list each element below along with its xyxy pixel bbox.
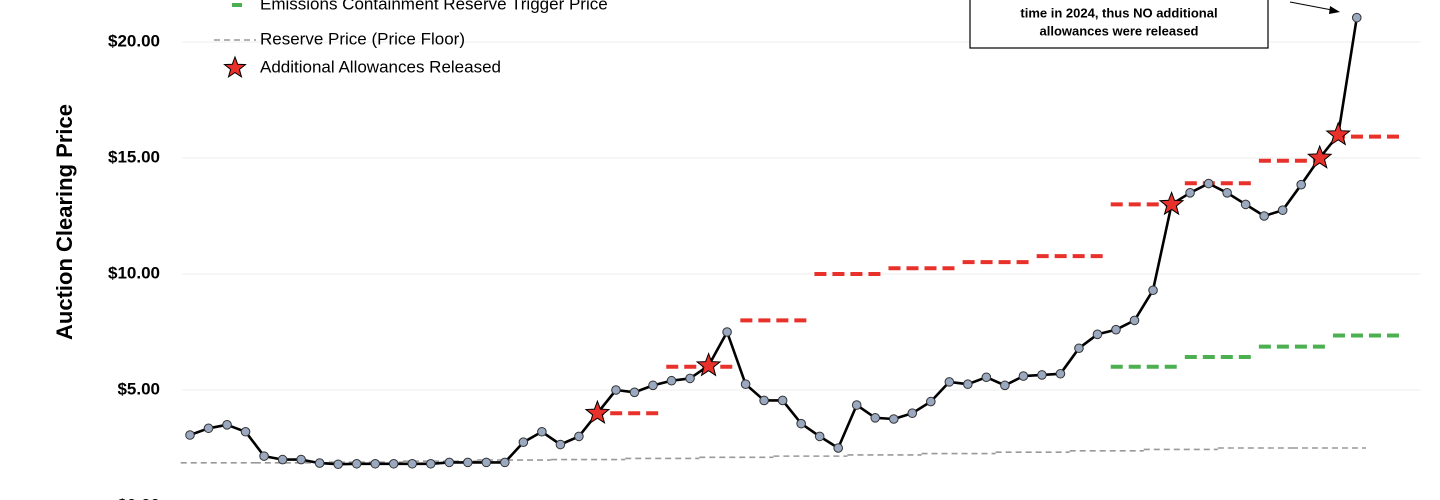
- release-star: [1306, 144, 1333, 169]
- price-point: [574, 431, 584, 442]
- release-star: [1158, 190, 1185, 216]
- y-tick-label: $15.00: [108, 147, 160, 166]
- price-point: [1000, 380, 1010, 391]
- price-point: [1185, 188, 1195, 198]
- annotation-arrowhead: [1329, 6, 1340, 14]
- price-point: [259, 451, 269, 461]
- price-point: [277, 454, 288, 465]
- y-tick-label: $10.00: [108, 263, 160, 282]
- price-point: [463, 457, 473, 468]
- y-tick-label: $20.00: [108, 31, 160, 50]
- price-point: [1111, 324, 1121, 335]
- price-point: [1203, 178, 1214, 189]
- release-star: [584, 399, 611, 425]
- release-star: [1325, 121, 1352, 146]
- price-point: [518, 437, 529, 448]
- price-point: [1092, 329, 1103, 340]
- price-point: [981, 372, 992, 383]
- price-point: [222, 420, 232, 430]
- price-point: [1222, 188, 1232, 198]
- price-point: [1240, 199, 1251, 210]
- price-point: [1037, 370, 1047, 380]
- price-point: [777, 395, 788, 406]
- price-point: [444, 457, 455, 468]
- price-point: [870, 413, 881, 423]
- price-point: [833, 443, 844, 453]
- price-point: [926, 396, 936, 407]
- price-point: [1259, 211, 1269, 221]
- legend-label: Emissions Containment Reserve Trigger Pr…: [260, 0, 608, 13]
- price-point: [351, 458, 362, 469]
- price-point: [629, 387, 640, 398]
- price-point: [740, 379, 751, 390]
- price-point: [888, 414, 899, 424]
- price-point: [1055, 368, 1066, 379]
- price-point: [722, 327, 732, 337]
- y-axis-title: Auction Clearing Price: [52, 104, 77, 340]
- price-point: [1148, 285, 1158, 296]
- price-point: [759, 395, 769, 406]
- price-line: [189, 17, 1359, 466]
- release-star: [695, 352, 722, 377]
- annotation-box: [969, 0, 1269, 49]
- price-point: [407, 458, 418, 469]
- price-point: [333, 459, 343, 470]
- price-point: [314, 458, 325, 468]
- y-tick-label: $5.00: [117, 379, 160, 398]
- annotation-arrow: [1289, 1, 1333, 11]
- price-point: [537, 426, 547, 437]
- price-point: [240, 426, 251, 437]
- legend-label: Additional Allowances Released: [260, 57, 501, 76]
- legend-symbol: [223, 55, 247, 79]
- price-point: [1074, 343, 1084, 354]
- price-point: [944, 377, 955, 387]
- price-point: [1296, 179, 1306, 190]
- price-point: [611, 385, 621, 395]
- price-point: [500, 457, 510, 468]
- price-point: [555, 439, 566, 450]
- price-point: [1351, 12, 1362, 23]
- price-point: [388, 458, 399, 469]
- price-point: [370, 458, 381, 469]
- y-tick-label: $0.00: [117, 495, 160, 500]
- annotation-text: allowances were released: [1040, 23, 1199, 38]
- price-point: [814, 431, 825, 442]
- price-point: [481, 457, 492, 468]
- annotation-text: time in 2024, thus NO additional: [1020, 5, 1217, 20]
- price-point: [685, 373, 695, 384]
- price-point: [203, 423, 214, 434]
- price-point: [907, 408, 918, 419]
- price-point: [666, 375, 677, 386]
- price-point: [296, 454, 306, 465]
- price-point: [1129, 315, 1140, 326]
- price-point: [425, 458, 436, 469]
- price-point: [648, 380, 658, 391]
- price-point: [1018, 371, 1029, 381]
- price-point: [963, 379, 973, 390]
- price-point: [796, 418, 806, 429]
- price-point: [185, 430, 195, 440]
- legend-label: Reserve Price (Price Floor): [260, 29, 465, 48]
- price-point: [1277, 205, 1288, 215]
- price-point: [851, 400, 862, 410]
